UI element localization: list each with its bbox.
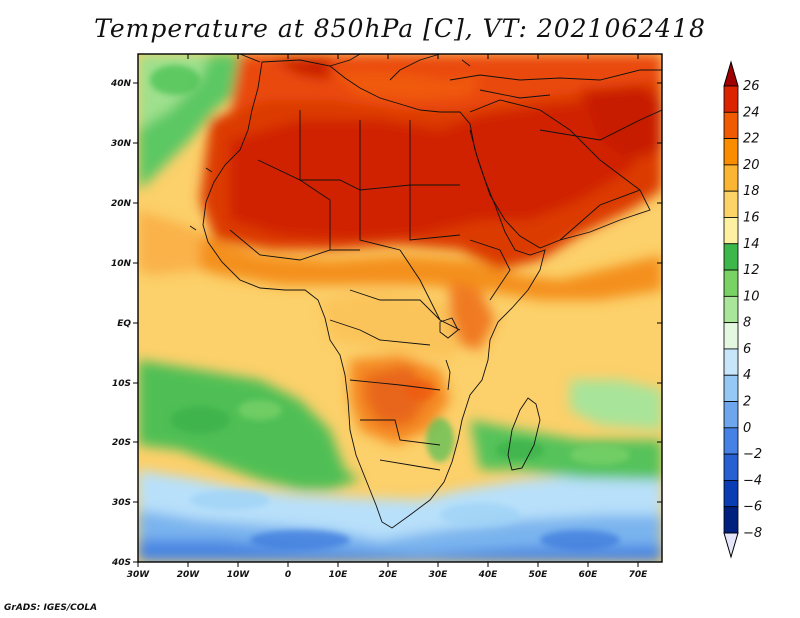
colorbar-label: 14 <box>743 237 760 252</box>
lat-label: 10S <box>112 379 131 389</box>
colorbar-box <box>723 453 739 481</box>
colorbar-label: 26 <box>743 79 760 94</box>
lon-label: 10W <box>227 570 251 580</box>
colorbar-box <box>723 190 739 218</box>
colorbar-label: 16 <box>743 210 760 225</box>
lat-label: 20N <box>111 199 132 209</box>
colorbar-box <box>723 374 739 402</box>
colorbar-box <box>723 401 739 429</box>
temperature-field <box>138 54 662 562</box>
colorbar-box <box>723 164 739 192</box>
lon-label: 20E <box>379 570 399 580</box>
lat-label: 20S <box>112 438 131 448</box>
colorbar-box <box>723 243 739 271</box>
lat-label: EQ <box>117 319 131 329</box>
lon-label: 50E <box>529 570 549 580</box>
colorbar-label: 12 <box>743 263 760 278</box>
colorbar-box <box>723 217 739 245</box>
colorbar-box <box>723 480 739 508</box>
lat-label: 30N <box>111 139 132 149</box>
coastlines <box>189 54 662 529</box>
colorbar-bottom-arrow <box>723 532 739 559</box>
colorbar-box <box>723 111 739 139</box>
lon-label: 60E <box>579 570 599 580</box>
colorbar-box <box>723 138 739 166</box>
colorbar-label: 2 <box>743 395 751 410</box>
colorbar-label: −4 <box>743 473 762 488</box>
colorbar-label: 0 <box>743 421 751 436</box>
colorbar-label: 18 <box>743 184 760 199</box>
colorbar-box <box>723 322 739 350</box>
lon-label: 40E <box>478 570 499 580</box>
colorbar-label: 4 <box>743 368 751 383</box>
colorbar-label: −6 <box>743 500 762 515</box>
lon-label: 30W <box>127 570 151 580</box>
colorbar-label: 24 <box>743 105 760 120</box>
lat-label: 40N <box>110 79 132 89</box>
colorbar-box <box>723 427 739 455</box>
lon-label: 70E <box>629 570 649 580</box>
colorbar-label: −2 <box>743 447 762 462</box>
lat-label: 40S <box>111 558 131 568</box>
colorbar-label: 6 <box>743 342 751 357</box>
lon-label: 30E <box>429 570 449 580</box>
colorbar-label: 20 <box>743 158 760 173</box>
colorbar-label: −8 <box>743 526 762 541</box>
axis-ticks: 30W 20W 10W 0 10E 20E 30E 40E 50E 60E 70E 40N 30N 20N… <box>110 54 662 580</box>
colorbar-label: 10 <box>743 289 760 304</box>
grads-credit: GrADS: IGES/COLA <box>4 603 98 613</box>
lat-label: 10N <box>111 259 132 269</box>
map-frame <box>137 53 663 563</box>
lat-label: 30S <box>112 498 131 508</box>
colorbar-box <box>723 506 739 534</box>
colorbar-box <box>723 85 739 113</box>
map-title: Temperature at 850hPa [C], VT: 202106241… <box>94 14 706 43</box>
colorbar-top-arrow <box>723 60 739 87</box>
lon-label: 10E <box>329 570 349 580</box>
colorbar-label: 8 <box>743 316 751 331</box>
lon-label: 20W <box>177 570 201 580</box>
colorbar-box <box>723 348 739 376</box>
colorbar-box <box>723 295 739 324</box>
colorbar-label: 22 <box>743 132 760 147</box>
colorbar-box <box>723 269 739 297</box>
lon-label: 0 <box>285 570 291 580</box>
